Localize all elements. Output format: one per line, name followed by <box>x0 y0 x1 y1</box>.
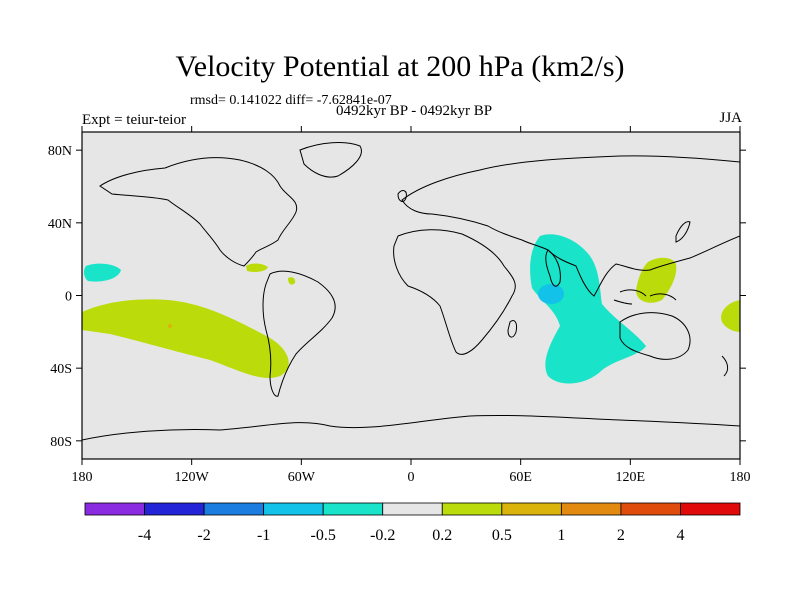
negative-anomaly-central-pacific <box>83 263 121 282</box>
coast-south-america <box>262 270 336 397</box>
longitude-axis: 180 120W 60W 0 60E 120E 180 <box>72 126 751 485</box>
negative-core-arabian-sea <box>538 284 564 304</box>
colorbar-label: -4 <box>138 527 151 544</box>
coast-india <box>545 249 561 287</box>
latitude-axis: 80N 40N 0 40S 80S <box>48 144 746 450</box>
positive-anomaly-south-pacific <box>82 299 289 378</box>
experiment-label: Expt = teiur-teior <box>82 112 186 128</box>
lon-tick-label: 60W <box>288 470 316 485</box>
coast-antarctica <box>82 414 740 441</box>
lon-tick-label: 120W <box>175 470 210 485</box>
colorbar-label: -2 <box>197 527 210 544</box>
colorbar-swatch <box>263 502 324 516</box>
map-title: Velocity Potential at 200 hPa (km2/s) <box>175 50 625 83</box>
coast-madagascar <box>507 319 517 338</box>
colorbar-label: -0.2 <box>370 527 395 544</box>
lat-tick-label: 40S <box>50 362 72 377</box>
stats-line: rmsd= 0.141022 diff= -7.62841e-07 <box>190 93 392 108</box>
lon-tick-label: 0 <box>408 470 415 485</box>
positive-dot-pacific <box>168 324 172 328</box>
coast-greenland <box>299 142 362 178</box>
coast-north-america <box>99 157 298 267</box>
colorbar-label: 2 <box>617 527 625 544</box>
colorbar-label: -0.5 <box>311 527 336 544</box>
lon-tick-label: 60E <box>509 470 532 485</box>
positive-anomaly-caribbean <box>246 263 268 272</box>
coast-maritime <box>613 289 677 305</box>
coast-australia <box>619 312 691 360</box>
coast-africa <box>393 229 516 355</box>
colorbar-swatch <box>382 502 443 516</box>
map-background <box>82 132 740 459</box>
lat-tick-label: 80S <box>50 435 72 450</box>
colorbar-swatch <box>501 502 562 516</box>
colorbar-swatch <box>441 502 503 516</box>
colorbar-swatch <box>203 502 265 516</box>
colorbar-label: 4 <box>676 527 684 544</box>
lat-tick-label: 80N <box>48 144 72 159</box>
coast-new-zealand <box>721 355 729 377</box>
colorbar-swatch <box>620 502 681 516</box>
lat-tick-label: 40N <box>48 217 72 232</box>
lat-tick-label: 0 <box>65 290 72 305</box>
colorbar-swatch <box>144 502 205 516</box>
positive-anomaly-guiana <box>288 277 296 285</box>
coast-eurasia <box>401 155 740 297</box>
colorbar-label: 1 <box>557 527 565 544</box>
colorbar-swatch <box>84 502 145 516</box>
lon-tick-label: 120E <box>616 470 646 485</box>
colorbar-label: 0.5 <box>492 527 512 544</box>
colorbar-swatch <box>560 502 622 516</box>
lon-tick-label: 180 <box>72 470 93 485</box>
negative-anomaly-indian-ocean <box>530 234 646 384</box>
colorbar-label: 0.2 <box>432 527 452 544</box>
positive-anomaly-east-edge <box>721 300 740 332</box>
coast-japan <box>675 221 691 243</box>
anomaly-fields <box>82 234 740 384</box>
coast-uk <box>397 190 407 202</box>
positive-anomaly-west-pacific <box>636 257 677 303</box>
period-label: 0492kyr BP - 0492kyr BP <box>335 103 493 119</box>
season-label: JJA <box>719 110 742 126</box>
colorbar-label: -1 <box>257 527 270 544</box>
coastlines <box>82 142 740 441</box>
colorbar-swatch <box>680 502 741 516</box>
lon-tick-label: 180 <box>730 470 751 485</box>
colorbar-swatch <box>322 502 384 516</box>
